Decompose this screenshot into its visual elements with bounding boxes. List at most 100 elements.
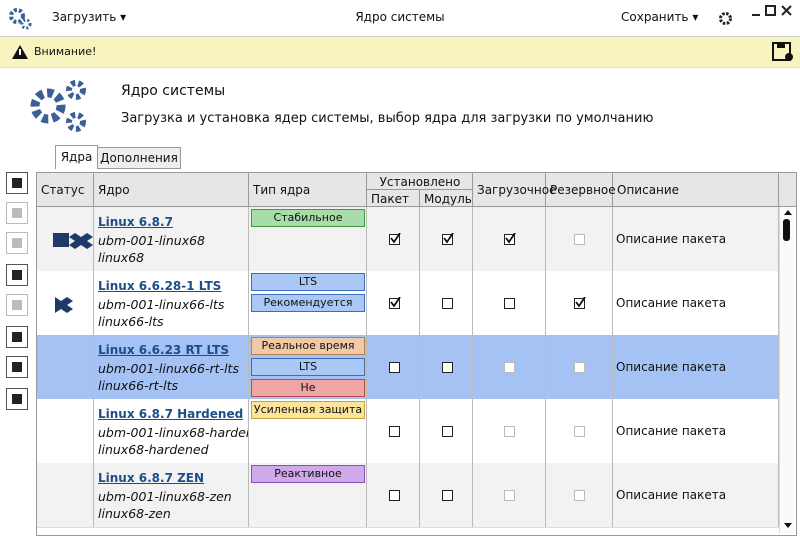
header-icon [30, 80, 86, 132]
package-name: ubm-001-linux66-rt-lts [98, 361, 239, 376]
kernel-name[interactable]: Linux 6.8.7 ZEN [98, 471, 205, 485]
save-menu-label[interactable]: Сохранить [621, 10, 689, 24]
kernel-name[interactable]: Linux 6.6.23 RT LTS [98, 343, 230, 357]
checkbox[interactable] [504, 298, 515, 309]
kernel-name[interactable]: Linux 6.8.7 Hardened [98, 407, 244, 421]
header-row [37, 173, 796, 207]
table-row[interactable]: Linux 6.8.7 ubm-001-linux68 linux68 Стабиль… [37, 207, 779, 272]
tool-button[interactable] [6, 356, 28, 378]
cell-border [93, 399, 94, 463]
kernel-type-tag: Реактивное [251, 465, 365, 483]
column-group-header: Установлено [367, 173, 473, 190]
checkbox[interactable] [389, 426, 400, 437]
package-name: ubm-001-linux68-zen [98, 489, 232, 504]
kernel-name[interactable]: Linux 6.6.28-1 LTS [98, 279, 222, 293]
cell-border [93, 463, 94, 527]
column-header: Модуль [420, 190, 473, 206]
cell-border [778, 271, 779, 335]
kernel-type-tag: Не поддерживается [251, 379, 365, 410]
cell-border [248, 207, 249, 271]
cell-border [419, 271, 420, 335]
kernel-type-tag: LTS [251, 273, 365, 291]
module-name: linux68-zen [98, 506, 171, 521]
cell-border [472, 463, 473, 527]
cell-border [248, 399, 249, 463]
cell-border [472, 207, 473, 271]
table-row[interactable]: Linux 6.8.7 Hardened ubm-001-linux68-hard… [37, 399, 779, 464]
checkbox[interactable] [389, 490, 400, 501]
table-row[interactable]: Linux 6.6.28-1 LTS ubm-001-linux66-lts lin… [37, 271, 779, 336]
cell-border [248, 463, 249, 527]
kernel-type-tag: Усиленная защита [251, 401, 365, 419]
kernel-type-tag: LTS [251, 358, 365, 376]
checkbox[interactable] [442, 298, 453, 309]
column-header: Ядро [94, 173, 249, 206]
tool-button[interactable] [6, 294, 28, 316]
checkbox [574, 362, 585, 373]
tool-button[interactable] [6, 202, 28, 224]
module-name: linux66-rt-lts [98, 378, 179, 393]
title-bar: Загрузить ▾ Ядро системы Сохранить ▾ [0, 0, 800, 37]
app-icon [9, 8, 32, 30]
checkbox[interactable] [574, 297, 586, 309]
cell-border [419, 207, 420, 271]
column-header-label: Описание [617, 183, 680, 197]
tool-button[interactable] [6, 388, 28, 410]
save-menu[interactable]: Сохранить ▾ [621, 10, 699, 24]
cell-border [93, 207, 94, 271]
tool-button[interactable] [6, 264, 28, 286]
table-row[interactable]: Linux 6.8.7 ZEN ubm-001-linux68-zen linux6… [37, 463, 779, 528]
load-menu-label[interactable]: Загрузить [52, 10, 117, 24]
cell-border [472, 271, 473, 335]
cell-border [778, 335, 779, 399]
tool-button[interactable] [6, 326, 28, 348]
cell-border [419, 399, 420, 463]
status-icons [51, 229, 95, 254]
checkbox[interactable] [389, 233, 401, 245]
tool-button[interactable] [6, 172, 28, 194]
tab[interactable]: Ядра [55, 145, 98, 169]
column-header-label: Статус [41, 183, 85, 197]
cell-border [472, 335, 473, 399]
notice-bar: Внимание! [0, 37, 800, 68]
window-controls[interactable] [750, 4, 798, 18]
cell-border [545, 399, 546, 463]
checkbox[interactable] [442, 426, 453, 437]
checkbox[interactable] [389, 297, 401, 309]
kernel-type-tag: Рекомендуется [251, 294, 365, 312]
scrollbar[interactable] [779, 207, 795, 533]
checkbox [504, 362, 515, 373]
cell-border [778, 207, 779, 271]
checkbox[interactable] [442, 362, 453, 373]
description: Описание пакета [616, 424, 727, 438]
checkbox[interactable] [442, 233, 454, 245]
module-name: linux68-hardened [98, 442, 209, 457]
cell-border [472, 399, 473, 463]
package-name: ubm-001-linux68-hardened [98, 425, 248, 440]
settings-button[interactable] [718, 11, 733, 26]
cell-border [248, 271, 249, 335]
table-row[interactable]: Linux 6.6.23 RT LTS ubm-001-linux66-rt-lt… [37, 335, 779, 410]
checkbox[interactable] [504, 233, 516, 245]
kernel-table: Статус Ядро Тип ядра Пакет Модуль Загрузочное… [36, 172, 797, 536]
kernel-type-tag: Реальное время [251, 337, 365, 355]
cell-border [612, 399, 613, 463]
cell-border [366, 399, 367, 463]
checkbox[interactable] [389, 362, 400, 373]
save-icon[interactable] [772, 42, 794, 62]
cell-border [778, 463, 779, 527]
load-menu[interactable]: Загрузить ▾ [52, 10, 127, 24]
column-header-label: Установлено [379, 175, 461, 189]
notice-text: Внимание! [34, 45, 97, 58]
kernel-name[interactable]: Linux 6.8.7 [98, 215, 173, 229]
column-header-label: Резервное [550, 183, 616, 197]
checkbox [574, 426, 585, 437]
tab[interactable]: Дополнения [97, 147, 181, 169]
checkbox [504, 426, 515, 437]
checkbox[interactable] [442, 490, 453, 501]
package-name: ubm-001-linux66-lts [98, 297, 225, 312]
tool-button[interactable] [6, 232, 28, 254]
cell-border [545, 463, 546, 527]
checkbox [574, 234, 585, 245]
column-header-label: Модуль [424, 192, 472, 206]
